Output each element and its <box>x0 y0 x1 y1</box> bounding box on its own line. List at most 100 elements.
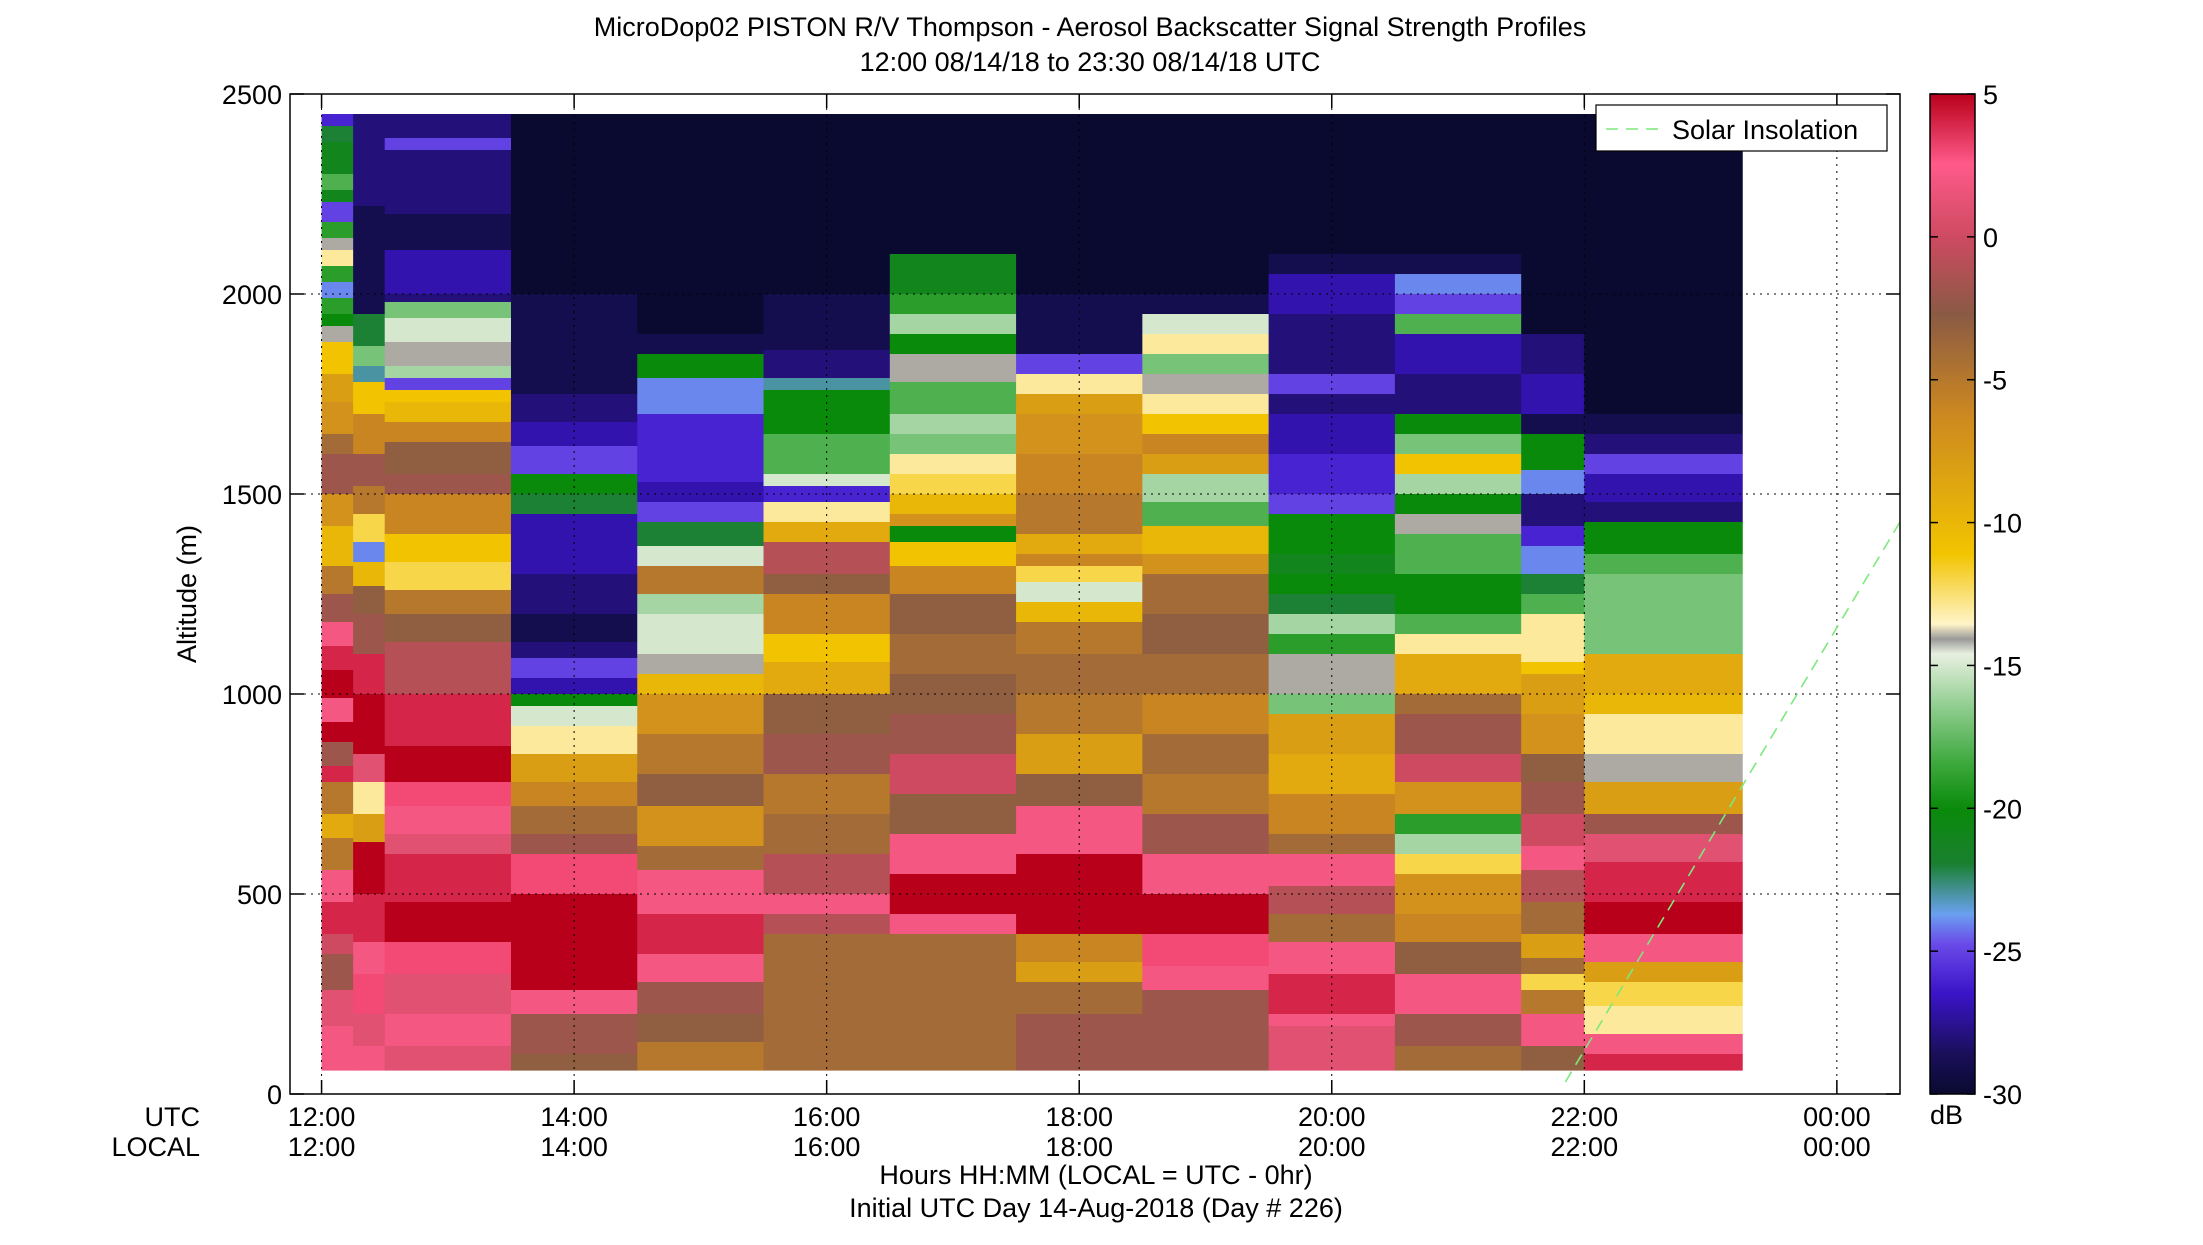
heatmap-cell <box>353 562 386 587</box>
heatmap-cell <box>637 334 765 355</box>
heatmap-cell <box>1142 694 1270 735</box>
x-tick-label-utc: 12:00 <box>288 1102 356 1132</box>
heatmap-cell <box>510 726 638 755</box>
heatmap-cell <box>384 302 512 319</box>
heatmap-cell <box>1584 634 1743 655</box>
heatmap-cell <box>510 614 638 643</box>
heatmap-cell <box>321 238 354 251</box>
heatmap-cell <box>384 614 512 643</box>
heatmap-cell <box>353 1046 386 1071</box>
colorbar-tick-label: -15 <box>1983 651 2022 681</box>
heatmap-cell <box>321 298 354 315</box>
heatmap-cells <box>321 114 1743 1071</box>
heatmap-cell <box>1584 474 1743 503</box>
heatmap-cell <box>889 914 1017 935</box>
heatmap-cell <box>889 382 1017 415</box>
heatmap-cell <box>321 454 354 495</box>
heatmap-cell <box>763 974 891 1015</box>
heatmap-cell <box>353 486 386 515</box>
heatmap-cell <box>384 474 512 495</box>
heatmap-cell <box>637 594 765 615</box>
heatmap-cell <box>1142 966 1270 991</box>
heatmap-cell <box>889 294 1017 315</box>
heatmap-cell <box>637 870 765 915</box>
heatmap-cell <box>1142 394 1270 415</box>
heatmap-cell <box>763 734 891 775</box>
heatmap-cell <box>1268 1014 1396 1027</box>
heatmap-cell <box>1268 394 1396 415</box>
heatmap-cell <box>1584 814 1743 835</box>
heatmap-cell <box>1016 854 1143 915</box>
heatmap-cell <box>1521 470 1585 495</box>
heatmap-cell <box>510 1054 638 1071</box>
heatmap-cell <box>1142 526 1270 555</box>
heatmap-cell <box>1521 114 1585 335</box>
heatmap-cell <box>889 974 1017 1015</box>
heatmap-cell <box>1016 694 1143 735</box>
heatmap-cell <box>1394 654 1522 695</box>
heatmap-cell <box>1584 934 1743 963</box>
heatmap-cell <box>889 474 1017 495</box>
heatmap-cell <box>1268 794 1396 835</box>
heatmap-cell <box>384 114 512 139</box>
heatmap-cell <box>1521 574 1585 595</box>
heatmap-cell <box>353 414 386 455</box>
heatmap-cell <box>321 126 354 143</box>
heatmap-cell <box>637 982 765 1015</box>
heatmap-cell <box>637 614 765 655</box>
heatmap-cell <box>321 526 354 567</box>
heatmap-cell <box>637 846 765 871</box>
heatmap-cell <box>637 1014 765 1043</box>
heatmap-cell <box>321 646 354 671</box>
heatmap-cell <box>384 342 512 367</box>
heatmap-cell <box>384 494 512 535</box>
heatmap-cell <box>1521 614 1585 647</box>
heatmap-cell <box>1394 754 1522 783</box>
heatmap-cell <box>510 474 638 495</box>
solar-insolation-line <box>1564 521 1901 1083</box>
heatmap-cell <box>353 722 386 755</box>
heatmap-cell <box>1584 782 1743 815</box>
heatmap-cell <box>321 222 354 239</box>
heatmap-cell <box>1521 846 1585 871</box>
heatmap-cell <box>889 454 1017 475</box>
heatmap-cell <box>763 502 891 523</box>
heatmap-cell <box>1142 354 1270 375</box>
heatmap-cell <box>1016 354 1143 375</box>
heatmap-cell <box>1142 114 1270 295</box>
heatmap-cell <box>763 814 891 855</box>
heatmap-cell <box>510 754 638 783</box>
heatmap-cell <box>1142 854 1270 895</box>
heatmap-cell <box>321 902 354 935</box>
heatmap-cell <box>384 442 512 475</box>
heatmap-cell <box>1584 434 1743 455</box>
heatmap-cell <box>510 494 638 515</box>
heatmap-cell <box>1394 1014 1522 1047</box>
heatmap-cell <box>763 434 891 475</box>
heatmap-cell <box>321 202 354 223</box>
heatmap-cell <box>1521 902 1585 935</box>
heatmap-cell <box>1016 114 1143 295</box>
heatmap-cell <box>1268 614 1396 635</box>
heatmap-cell <box>1521 782 1585 815</box>
heatmap-cell <box>1521 1014 1585 1047</box>
x-tick-label-local: 12:00 <box>288 1132 356 1162</box>
heatmap-cell <box>384 250 512 295</box>
chart-title: MicroDop02 PISTON R/V Thompson - Aerosol… <box>594 12 1586 42</box>
heatmap-cell <box>1016 554 1143 567</box>
heatmap-cell <box>1142 574 1270 615</box>
colorbar-scale <box>1929 93 1976 1095</box>
heatmap-cell <box>1268 854 1396 887</box>
heatmap-cell <box>321 954 354 991</box>
heatmap-cell <box>1394 494 1522 515</box>
heatmap-cell <box>384 378 512 391</box>
heatmap-cell <box>321 266 354 283</box>
heatmap-cell <box>637 354 765 379</box>
heatmap-cell <box>1142 474 1270 503</box>
heatmap-cell <box>889 794 1017 835</box>
x-tick-label-local: 00:00 <box>1803 1132 1871 1162</box>
local-row-label: LOCAL <box>111 1132 200 1162</box>
heatmap-cell <box>1584 962 1743 983</box>
colorbar-tick-label: -5 <box>1983 366 2007 396</box>
